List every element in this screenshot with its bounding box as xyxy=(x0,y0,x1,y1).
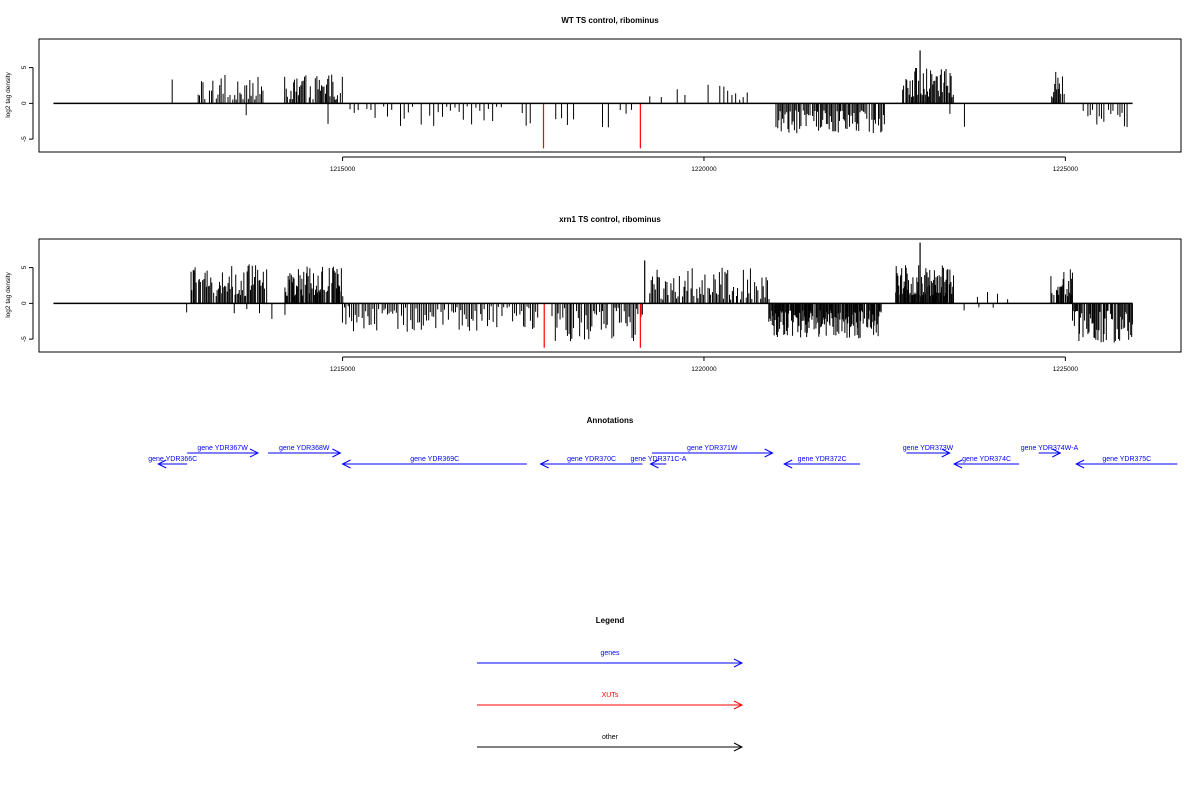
xrn1-y-axis: -5 0 5 xyxy=(21,265,34,342)
gene-label: gene YDR373W xyxy=(903,445,954,452)
gene-arrow-head xyxy=(764,448,774,458)
gene-annotation: gene YDR366C xyxy=(148,456,197,469)
wt-plot-frame xyxy=(38,38,1182,153)
gene-annotation: gene YDR367W xyxy=(187,445,260,458)
gene-label: gene YDR371C-A xyxy=(630,456,686,463)
gene-label: gene YDR366C xyxy=(148,456,197,463)
gene-label: gene YDR368W xyxy=(279,445,330,452)
legend-item: genes xyxy=(477,650,744,668)
y-tick-label: 0 xyxy=(21,101,28,105)
gene-annotation: gene YDR368W xyxy=(268,445,342,458)
gene-label: gene YDR374C xyxy=(962,456,1011,463)
xrn1-x-axis: 1215000 1220000 1225000 xyxy=(330,356,1079,373)
gene-arrow-head xyxy=(157,459,167,469)
gene-label: gene YDR370C xyxy=(567,456,616,463)
gene-label: gene YDR371W xyxy=(687,445,738,452)
annotations-title: Annotations xyxy=(587,416,634,425)
legend-arrow-head xyxy=(733,700,744,710)
gene-annotation: gene YDR371C-A xyxy=(630,456,687,469)
x-tick-label: 1215000 xyxy=(330,366,356,373)
x-tick-label: 1215000 xyxy=(330,166,356,173)
gene-annotation: gene YDR374C xyxy=(952,456,1020,469)
y-tick-label: -5 xyxy=(21,136,28,142)
gene-arrow-head xyxy=(332,448,342,458)
legend-arrow-head xyxy=(733,658,744,668)
y-tick-label: 0 xyxy=(21,301,28,305)
wt-density-panel: WT TS control, ribominus log2 tag densit… xyxy=(5,16,1182,173)
legend-item: XUTs xyxy=(477,692,744,710)
legend-items: genes XUTs other xyxy=(477,650,744,752)
gene-annotation: gene YDR370C xyxy=(539,456,643,469)
y-tick-label: 5 xyxy=(21,65,28,69)
legend-title: Legend xyxy=(596,616,625,625)
gene-arrow-head xyxy=(341,459,351,469)
x-tick-label: 1225000 xyxy=(1053,166,1079,173)
x-tick-label: 1225000 xyxy=(1053,366,1079,373)
gene-arrow-head xyxy=(1052,448,1062,458)
wt-x-axis: 1215000 1220000 1225000 xyxy=(330,156,1079,173)
gene-annotation: gene YDR372C xyxy=(783,456,861,469)
gene-annotation: gene YDR375C xyxy=(1075,456,1178,469)
gene-label: gene YDR369C xyxy=(410,456,459,463)
legend-label: XUTs xyxy=(602,692,619,699)
legend: Legend genes XUTs other xyxy=(477,616,744,752)
legend-arrow-head xyxy=(733,742,744,752)
legend-label: other xyxy=(602,734,619,741)
gene-arrow-head xyxy=(649,459,659,469)
gene-annotation: gene YDR369C xyxy=(341,456,527,469)
gene-arrow-head xyxy=(1075,459,1085,469)
gene-arrow-head xyxy=(539,459,549,469)
xrn1-plot-frame xyxy=(38,238,1182,353)
gene-label: gene YDR374W-A xyxy=(1021,445,1079,452)
gene-label: gene YDR375C xyxy=(1102,456,1151,463)
gene-annotation: gene YDR373W xyxy=(903,445,954,458)
gene-label: gene YDR372C xyxy=(798,456,847,463)
gene-arrow-head xyxy=(952,459,963,469)
xrn1-panel-title: xrn1 TS control, ribominus xyxy=(559,215,661,224)
wt-density-bars xyxy=(171,50,1128,149)
gene-arrow-head xyxy=(783,459,793,469)
y-tick-label: 5 xyxy=(21,265,28,269)
x-tick-label: 1220000 xyxy=(691,366,717,373)
gene-annotation: gene YDR374W-A xyxy=(1021,445,1079,458)
gene-arrow-head xyxy=(941,448,951,458)
xrn1-density-bars xyxy=(186,242,1133,348)
y-tick-label: -5 xyxy=(21,336,28,342)
xrn1-density-panel: xrn1 TS control, ribominus log2 tag dens… xyxy=(5,215,1182,373)
x-tick-label: 1220000 xyxy=(691,166,717,173)
wt-panel-title: WT TS control, ribominus xyxy=(561,16,659,25)
wt-y-axis-label: log2 tag density xyxy=(5,71,12,117)
wt-y-axis: -5 0 5 xyxy=(21,65,34,142)
legend-item: other xyxy=(477,734,744,752)
gene-label: gene YDR367W xyxy=(197,445,248,452)
legend-label: genes xyxy=(600,650,620,657)
xrn1-y-axis-label: log2 tag density xyxy=(5,271,12,317)
gene-annotation: gene YDR371W xyxy=(651,445,774,458)
gene-arrow-head xyxy=(249,448,260,458)
